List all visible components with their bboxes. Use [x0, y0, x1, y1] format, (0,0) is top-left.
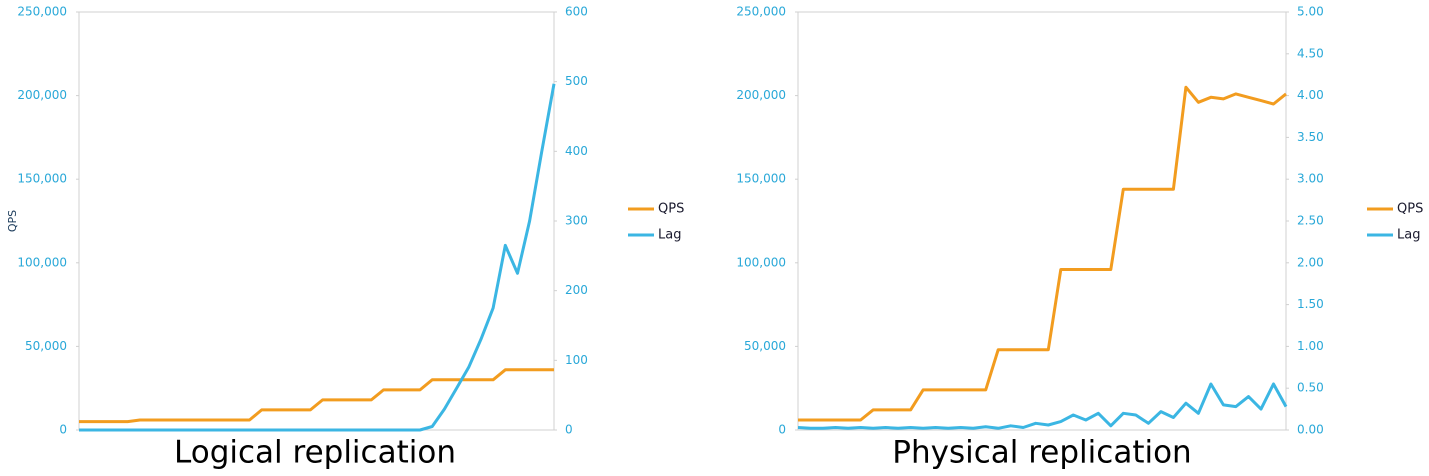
- y-tick-label: 150,000: [736, 172, 786, 186]
- y2-tick-label: 0.00: [1297, 423, 1324, 437]
- legend-label: Lag: [1397, 228, 1420, 243]
- y-tick-label: 50,000: [25, 339, 67, 353]
- plot-area: [78, 11, 555, 431]
- y-tick-label: 150,000: [17, 172, 67, 186]
- chart-title: Logical replication: [174, 435, 456, 471]
- y2-tick-label: 400: [565, 144, 588, 158]
- y-tick-label: 200,000: [736, 88, 786, 102]
- y2-tick-label: 4.00: [1297, 88, 1324, 102]
- series-line: [79, 83, 556, 432]
- y2-tick-label: 200: [565, 283, 588, 297]
- y2-tick-label: 3.00: [1297, 172, 1324, 186]
- legend-label: QPS: [1397, 202, 1423, 217]
- y2-tick-label: 2.00: [1297, 255, 1324, 269]
- y-tick-label: 0: [778, 423, 786, 437]
- chart-title: Physical replication: [892, 435, 1191, 471]
- y2-tick-label: 1.00: [1297, 339, 1324, 353]
- y-tick-label: 250,000: [736, 5, 786, 19]
- y-tick-label: 250,000: [17, 5, 67, 19]
- y2-tick-label: 0: [565, 423, 573, 437]
- legend-label: Lag: [658, 228, 681, 243]
- series-line: [79, 368, 554, 424]
- y-tick-label: 100,000: [736, 255, 786, 269]
- y2-tick-label: 4.50: [1297, 46, 1324, 60]
- y2-tick-label: 0.50: [1297, 381, 1324, 395]
- y2-tick-label: 500: [565, 74, 588, 88]
- y-tick-label: 100,000: [17, 255, 67, 269]
- y-tick-label: 200,000: [17, 88, 67, 102]
- y2-tick-label: 2.50: [1297, 214, 1324, 228]
- plot-area: [797, 11, 1287, 431]
- y2-tick-label: 300: [565, 214, 588, 228]
- legend-label: QPS: [658, 202, 684, 217]
- series-line: [797, 382, 1288, 430]
- y2-tick-label: 5.00: [1297, 5, 1324, 19]
- y2-tick-label: 600: [565, 5, 588, 19]
- y-tick-label: 50,000: [744, 339, 786, 353]
- y-axis-label: QPS: [6, 210, 19, 232]
- series-line: [798, 85, 1287, 422]
- y2-tick-label: 100: [565, 353, 588, 367]
- y2-tick-label: 3.50: [1297, 130, 1324, 144]
- y-tick-label: 0: [59, 423, 67, 437]
- y2-tick-label: 1.50: [1297, 297, 1324, 311]
